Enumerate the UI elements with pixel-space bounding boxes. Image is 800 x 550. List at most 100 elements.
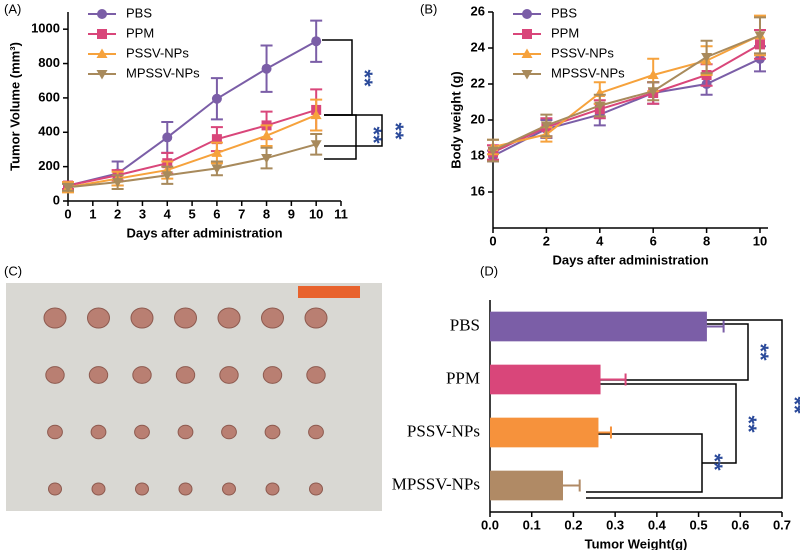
tumor — [306, 366, 326, 384]
x-axis-title: Days after administration — [126, 225, 282, 240]
x-tick-label: 9 — [288, 206, 295, 221]
x-tick-label: 10 — [753, 233, 767, 248]
panel-label: (C) — [4, 263, 22, 278]
tumor — [45, 366, 65, 384]
tumor — [134, 424, 150, 440]
significance: ** — [748, 343, 773, 361]
bar — [490, 470, 563, 501]
significance: ** — [736, 415, 761, 433]
marker — [161, 171, 173, 181]
y-tick-label: 200 — [38, 158, 60, 173]
significance: ** — [383, 122, 408, 140]
marker — [97, 9, 107, 19]
legend-label: PBS — [126, 5, 152, 20]
tumor — [261, 307, 284, 329]
marker — [211, 93, 222, 104]
x-tick-label: 4 — [596, 233, 604, 248]
legend-label: PBS — [551, 5, 577, 20]
tumor — [43, 307, 67, 329]
marker — [522, 9, 532, 19]
series-line — [492, 57, 761, 157]
series-line — [492, 34, 761, 148]
series-line — [67, 40, 317, 187]
error-bar — [598, 426, 612, 439]
x-tick-label: 2 — [543, 233, 550, 248]
marker — [211, 134, 222, 145]
tumor — [221, 424, 237, 440]
series-line — [492, 43, 761, 154]
y-tick-label: PBS — [450, 315, 480, 334]
x-tick-label: 6 — [650, 233, 657, 248]
legend-label: MPSSV-NPs — [551, 65, 625, 80]
marker — [487, 146, 499, 157]
series-line — [492, 34, 761, 152]
tumor — [48, 482, 62, 496]
significance: ** — [702, 453, 727, 471]
marker — [261, 130, 273, 140]
tumor — [265, 482, 280, 496]
marker — [310, 109, 322, 120]
y-tick-label: 26 — [471, 3, 485, 18]
y-tick-label: 400 — [38, 124, 60, 139]
tumor — [262, 366, 283, 384]
marker — [112, 178, 124, 188]
y-tick-label: 24 — [471, 39, 486, 54]
marker — [521, 70, 533, 80]
legend-label: MPSSV-NPs — [126, 65, 200, 80]
marker — [162, 132, 173, 143]
x-tick-label: 0.6 — [731, 517, 749, 532]
marker — [62, 183, 74, 193]
marker — [96, 70, 108, 80]
marker — [311, 36, 322, 47]
x-tick-label: 0 — [64, 206, 71, 221]
x-tick-label: 8 — [703, 233, 710, 248]
x-tick-label: 5 — [188, 206, 195, 221]
error-bar — [706, 320, 725, 333]
x-tick-label: 7 — [238, 206, 245, 221]
x-tick-label: 11 — [334, 206, 348, 221]
x-tick-label: 0.3 — [606, 517, 624, 532]
error-bar — [563, 479, 581, 492]
x-tick-label: 6 — [213, 206, 220, 221]
y-tick-label: 800 — [38, 55, 60, 70]
x-tick-label: 1 — [89, 206, 96, 221]
marker — [96, 48, 108, 58]
marker — [540, 121, 552, 131]
tumor — [88, 366, 109, 384]
y-tick-label: 1000 — [31, 21, 60, 36]
series-line — [67, 108, 317, 187]
tumor — [175, 366, 196, 384]
bracket — [586, 433, 703, 493]
error-bar — [600, 373, 627, 386]
tumor — [304, 307, 328, 329]
y-tick-label: 22 — [471, 75, 485, 90]
x-tick-label: 0.5 — [690, 517, 708, 532]
x-tick-label: 0.7 — [773, 517, 791, 532]
tumor — [174, 307, 197, 329]
marker — [754, 31, 766, 41]
marker — [647, 87, 659, 97]
x-tick-label: 10 — [309, 206, 323, 221]
marker — [97, 29, 107, 39]
marker — [211, 147, 223, 157]
significance: ** — [361, 126, 386, 144]
bar — [490, 311, 707, 342]
x-tick-label: 0.0 — [481, 517, 499, 532]
y-axis-title: Tumor Volume (mm³) — [7, 42, 22, 171]
y-tick-label: 16 — [471, 183, 485, 198]
tumor — [217, 307, 241, 329]
bar — [490, 417, 599, 448]
x-tick-label: 2 — [114, 206, 121, 221]
y-tick-label: 600 — [38, 89, 60, 104]
x-tick-label: 0.2 — [564, 517, 582, 532]
legend-label: PSSV-NPs — [126, 45, 189, 60]
panel-label: (B) — [420, 1, 437, 16]
marker — [701, 53, 713, 63]
tumor — [222, 482, 236, 496]
marker — [522, 29, 532, 39]
significance: ** — [782, 396, 800, 414]
tumor — [309, 482, 323, 496]
tumor — [219, 366, 239, 384]
bracket — [324, 114, 383, 147]
